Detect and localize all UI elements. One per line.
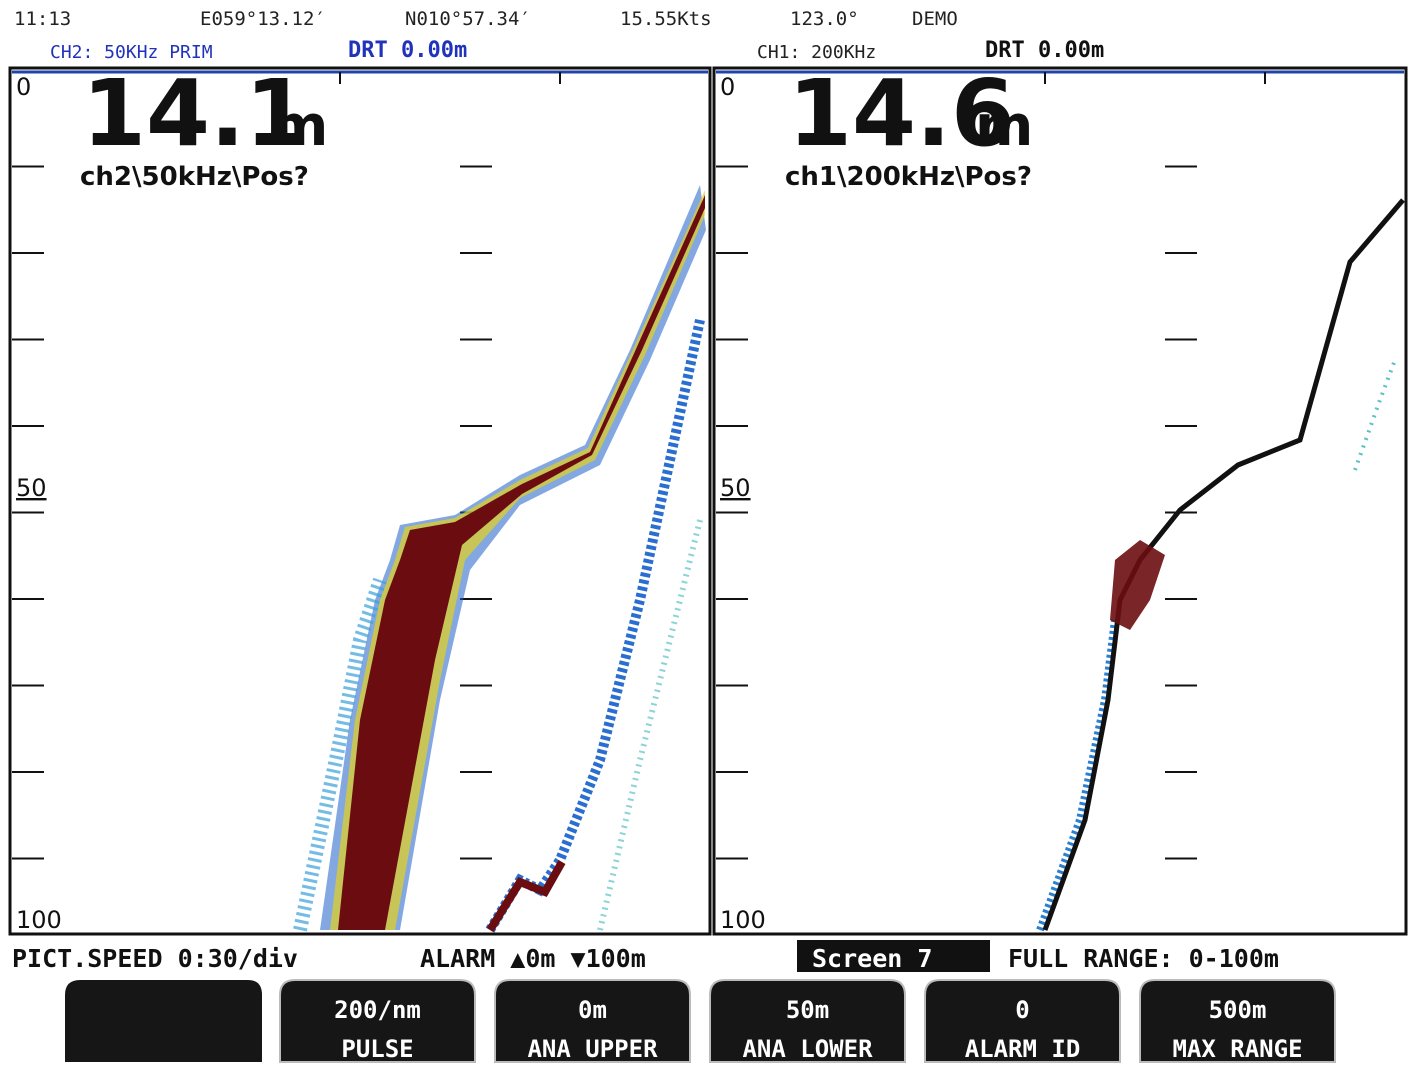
time: 11:13 — [14, 8, 71, 30]
softkey-label: ANA LOWER — [742, 1035, 873, 1063]
scale-label: 0 — [16, 73, 31, 101]
echo-trace — [293, 185, 706, 933]
softkey-label: ALARM ID — [965, 1035, 1081, 1063]
softkey-value: 200/nm — [334, 996, 421, 1024]
pict-speed: PICT.SPEED 0:30/div — [12, 944, 298, 973]
mode: DEMO — [912, 8, 958, 30]
depth-unit: m — [975, 94, 1033, 159]
softkey-value: 0 — [1015, 996, 1029, 1024]
heading: 123.0° — [790, 8, 859, 30]
scale-label: 100 — [720, 906, 766, 934]
longitude: E059°13.12′ — [200, 8, 326, 30]
draft: DRT 0.00m — [348, 38, 467, 63]
scale-label: 0 — [720, 73, 735, 101]
screen: Screen 7 — [812, 944, 932, 973]
depth-value: 14.6 — [788, 60, 1015, 167]
softkey-label: MAX RANGE — [1172, 1035, 1302, 1063]
screen-badge — [797, 940, 990, 972]
softkey-body — [924, 979, 1121, 1063]
scale-label: 100 — [16, 906, 62, 934]
softkey[interactable]: 50m ANA LOWER — [709, 979, 906, 1063]
draft: DRT 0.00m — [985, 38, 1104, 63]
softkey-body — [709, 979, 906, 1063]
softkey[interactable]: 0m ANA UPPER — [494, 979, 691, 1063]
softkey-value: 0m — [578, 996, 607, 1024]
alarm: ALARM ▲0m ▼100m — [420, 944, 646, 973]
softkey[interactable]: 500m MAX RANGE — [1139, 979, 1336, 1063]
scale-label: 50 — [16, 474, 47, 502]
speed: 15.55Kts — [620, 8, 712, 30]
softkey-value: 500m — [1209, 996, 1267, 1024]
softkey-value: 50m — [786, 996, 829, 1024]
echogram-panel — [712, 66, 1408, 936]
softkey-body — [279, 979, 476, 1063]
full-range: FULL RANGE: 0-100m — [1008, 944, 1279, 973]
scale-label: 50 — [720, 474, 751, 502]
depth-ticks — [12, 72, 1266, 860]
softkey-label: ANA UPPER — [527, 1035, 658, 1063]
softkey-body — [1139, 979, 1336, 1063]
echo-trace — [1036, 198, 1405, 932]
channel-info: ch2\50kHz\Pos? — [80, 162, 309, 192]
softkey[interactable] — [65, 980, 262, 1062]
channel-info: ch1\200kHz\Pos? — [785, 162, 1032, 192]
depth-value: 14.1 — [82, 60, 309, 167]
softkey[interactable]: 0 ALARM ID — [924, 979, 1121, 1063]
softkey[interactable]: 200/nm PULSE — [279, 979, 476, 1063]
channel-label: CH2: 50KHz PRIM — [50, 42, 213, 63]
channel-label: CH1: 200KHz — [757, 42, 876, 63]
softkeys: 200/nm PULSE 0m ANA UPPER 50m ANA LOWER 0 ALARM… — [279, 979, 1336, 1063]
softkey-body — [494, 979, 691, 1063]
depth-unit: m — [270, 94, 328, 159]
softkey-label: PULSE — [341, 1035, 413, 1063]
latitude: N010°57.34′ — [405, 8, 531, 30]
